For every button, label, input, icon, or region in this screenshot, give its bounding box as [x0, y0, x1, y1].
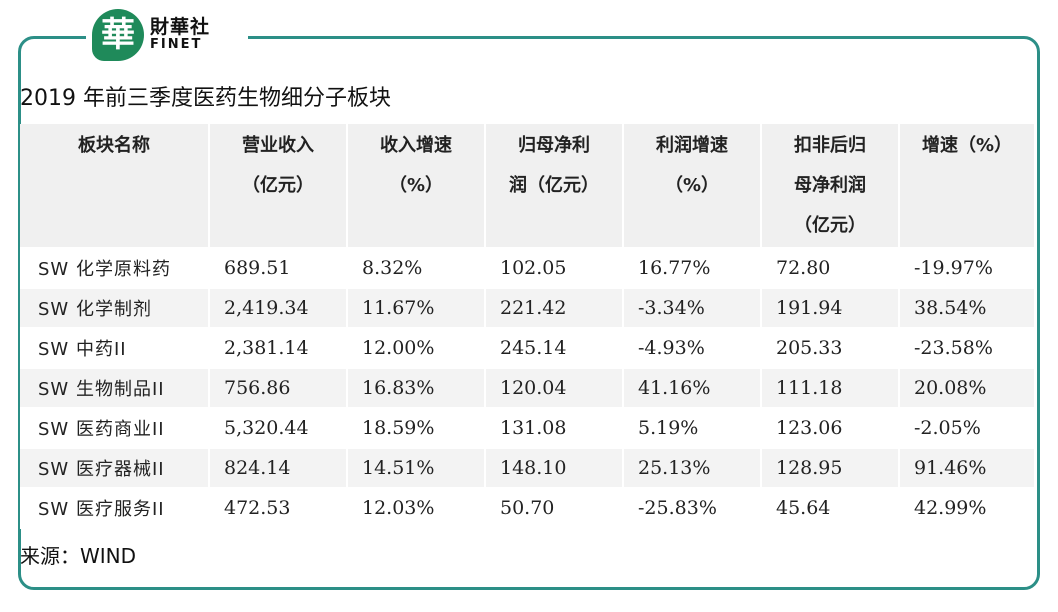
column-header-5-line3: （亿元） — [794, 215, 866, 236]
table-body: SW 化学原料药 689.51 8.32% 102.05 16.77% 72.80 -19.… — [20, 249, 1034, 529]
table-cell: 25.13% — [622, 449, 760, 489]
table-cell: 38.54% — [898, 289, 1034, 329]
source-note: 来源：WIND — [20, 544, 137, 568]
logo-text: 財華社 FINET — [150, 16, 211, 53]
table-cell: 12.03% — [346, 489, 484, 529]
table-cell: 72.80 — [760, 249, 898, 289]
chart-title: 2019 年前三季度医药生物细分子板块 — [20, 86, 391, 111]
row-label: SW 医疗服务II — [20, 489, 208, 529]
table-header-row: 板块名称 营业收入 （亿元） 收入增速 （%） 归母净利润（亿元） 利润增速 （%） 扣非后归母… — [20, 124, 1034, 249]
table-cell: 20.08% — [898, 369, 1034, 409]
column-header-2-line2: （%） — [388, 175, 444, 196]
table-cell: 148.10 — [484, 449, 622, 489]
table-cell: 120.04 — [484, 369, 622, 409]
column-header-5: 扣非后归母净利润 （亿元） — [760, 124, 898, 249]
table-cell: 2,419.34 — [208, 289, 346, 329]
table-cell: 111.18 — [760, 369, 898, 409]
table-cell: 45.64 — [760, 489, 898, 529]
table-row: SW 生物制品II 756.86 16.83% 120.04 41.16% 111.18 2… — [20, 369, 1034, 409]
table-cell: 128.95 — [760, 449, 898, 489]
table-cell: 824.14 — [208, 449, 346, 489]
table-cell: -25.83% — [622, 489, 760, 529]
table-cell: 245.14 — [484, 329, 622, 369]
table-cell: 221.42 — [484, 289, 622, 329]
logo-en-text: FINET — [150, 37, 203, 53]
table-cell: 5.19% — [622, 409, 760, 449]
table-row: SW 医疗服务II 472.53 12.03% 50.70 -25.83% 45.64 42… — [20, 489, 1034, 529]
column-header-5-line1: 扣非后归 — [794, 135, 866, 156]
table-cell: -19.97% — [898, 249, 1034, 289]
column-header-6: 增速（%） — [898, 124, 1034, 249]
table-cell: 102.05 — [484, 249, 622, 289]
row-label: SW 医疗器械II — [20, 449, 208, 489]
brand-logo: 華 財華社 FINET — [86, 6, 248, 64]
table-row: SW 医药商业II 5,320.44 18.59% 131.08 5.19% 123.06… — [20, 409, 1034, 449]
table-cell: 2,381.14 — [208, 329, 346, 369]
column-header-6-line1: 增速（%） — [921, 135, 1013, 156]
column-header-2: 收入增速 （%） — [346, 124, 484, 249]
table-cell: -2.05% — [898, 409, 1034, 449]
table-cell: 91.46% — [898, 449, 1034, 489]
logo-badge-icon: 華 — [92, 9, 144, 61]
row-label: SW 化学制剂 — [20, 289, 208, 329]
column-header-1-line1: 营业收入 — [242, 135, 314, 156]
table-cell: 205.33 — [760, 329, 898, 369]
table-cell: 5,320.44 — [208, 409, 346, 449]
data-table: 板块名称 营业收入 （亿元） 收入增速 （%） 归母净利润（亿元） 利润增速 （%） 扣非后归母… — [20, 124, 1034, 529]
row-label: SW 中药II — [20, 329, 208, 369]
table-header: 板块名称 营业收入 （亿元） 收入增速 （%） 归母净利润（亿元） 利润增速 （%） 扣非后归母… — [20, 124, 1034, 249]
table-cell: -23.58% — [898, 329, 1034, 369]
table-row: SW 化学制剂 2,419.34 11.67% 221.42 -3.34% 191.94 3… — [20, 289, 1034, 329]
column-header-4-line1: 利润增速 — [656, 135, 728, 156]
table-cell: 756.86 — [208, 369, 346, 409]
table-row: SW 中药II 2,381.14 12.00% 245.14 -4.93% 205.33-… — [20, 329, 1034, 369]
row-label: SW 化学原料药 — [20, 249, 208, 289]
figure-frame — [18, 36, 1040, 590]
table-cell: 18.59% — [346, 409, 484, 449]
table-cell: 12.00% — [346, 329, 484, 369]
column-header-1-line2: （亿元） — [242, 175, 314, 196]
column-header-0: 板块名称 — [20, 124, 208, 249]
table-cell: -3.34% — [622, 289, 760, 329]
table-cell: 191.94 — [760, 289, 898, 329]
table-cell: 50.70 — [484, 489, 622, 529]
table-cell: 123.06 — [760, 409, 898, 449]
column-header-1: 营业收入 （亿元） — [208, 124, 346, 249]
column-header-0-line1: 板块名称 — [78, 135, 150, 156]
table-cell: 16.83% — [346, 369, 484, 409]
table-cell: 689.51 — [208, 249, 346, 289]
row-label: SW 医药商业II — [20, 409, 208, 449]
table-cell: 41.16% — [622, 369, 760, 409]
column-header-3: 归母净利润（亿元） — [484, 124, 622, 249]
table-cell: -4.93% — [622, 329, 760, 369]
table-cell: 14.51% — [346, 449, 484, 489]
table-cell: 8.32% — [346, 249, 484, 289]
table-cell: 472.53 — [208, 489, 346, 529]
table-cell: 42.99% — [898, 489, 1034, 529]
table-row: SW 医疗器械II 824.14 14.51% 148.10 25.13% 128.95 9… — [20, 449, 1034, 489]
column-header-3-line2: 润（亿元） — [509, 175, 599, 196]
row-label: SW 生物制品II — [20, 369, 208, 409]
logo-cn-text: 財華社 — [150, 16, 211, 39]
column-header-3-line1: 归母净利 — [518, 135, 590, 156]
column-header-5-line2: 母净利润 — [794, 175, 866, 196]
table-cell: 131.08 — [484, 409, 622, 449]
column-header-4: 利润增速 （%） — [622, 124, 760, 249]
column-header-2-line1: 收入增速 — [380, 135, 452, 156]
table-row: SW 化学原料药 689.51 8.32% 102.05 16.77% 72.80 -19.… — [20, 249, 1034, 289]
column-header-4-line2: （%） — [664, 175, 720, 196]
table-cell: 11.67% — [346, 289, 484, 329]
table-cell: 16.77% — [622, 249, 760, 289]
